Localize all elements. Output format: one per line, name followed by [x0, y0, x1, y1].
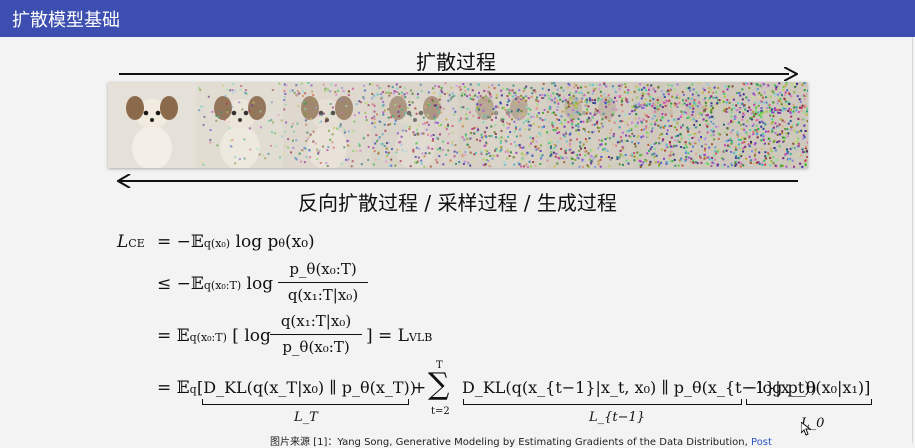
reverse-process-label: 反向扩散过程 / 采样过程 / 生成过程 — [298, 191, 617, 215]
eq-line3-den: p_θ(x₀:T) — [282, 338, 350, 356]
eq-sum: ∑ — [428, 367, 450, 402]
eq-line3-num: q(x₁:T|x₀) — [280, 312, 352, 330]
eq-line3: = 𝔼q(x₀:T) [ log — [157, 326, 271, 346]
eq-line1: = −𝔼q(x₀) log pθ(x₀) — [157, 232, 315, 252]
underbrace — [202, 399, 409, 405]
eq-line2-den: q(x₁:T|x₀) — [287, 286, 359, 304]
divider — [912, 37, 913, 443]
diffusion-image-strip — [108, 82, 808, 168]
eq-line3-end: ] = LVLB — [366, 326, 433, 346]
eq-lce: LCE — [117, 232, 145, 252]
eq-line4-term1: [D_KL(q(x_T|x₀) ∥ p_θ(x_T)) — [197, 378, 416, 397]
forward-arrow — [119, 73, 789, 75]
eq-line4-term2: D_KL(q(x_{t−1}|x_t, x₀) ∥ p_θ(x_{t−1}|x_… — [462, 378, 817, 397]
eq-line4-op: = 𝔼q — [157, 378, 197, 398]
diffusion-frame — [108, 82, 196, 168]
brace-label-lt1: L_{t−1} — [589, 410, 646, 425]
eq-line2: ≤ −𝔼q(x₀:T) log — [157, 274, 274, 294]
title-bar: 扩散模型基础 — [0, 0, 915, 37]
fraction-bar — [278, 282, 368, 283]
mouse-cursor-icon — [801, 422, 811, 436]
eq-line4-plus: + — [412, 378, 427, 398]
arrow-left-icon — [117, 174, 131, 188]
image-caption: 图片来源 [1]：Yang Song, Generative Modeling … — [270, 433, 772, 448]
arrow-right-icon — [784, 67, 798, 81]
eq-line4-term3: −log p_θ(x₀|x₁)] — [744, 378, 871, 397]
diffusion-frame — [458, 82, 546, 168]
eq-sum-bottom: t=2 — [431, 406, 450, 417]
fraction-bar — [270, 334, 362, 335]
diffusion-frame — [195, 82, 283, 168]
diffusion-frame — [370, 82, 458, 168]
eq-line2-num: p_θ(x₀:T) — [289, 260, 357, 278]
diffusion-frame — [720, 82, 808, 168]
brace-label-lt: L_T — [294, 410, 318, 425]
slide-title: 扩散模型基础 — [12, 10, 120, 31]
underbrace — [746, 399, 872, 405]
eq-sum-top: T — [436, 360, 443, 371]
underbrace — [463, 399, 742, 405]
forward-process-label: 扩散过程 — [416, 50, 496, 74]
reverse-arrow — [120, 180, 798, 182]
diffusion-frame — [545, 82, 633, 168]
diffusion-frame — [283, 82, 371, 168]
diffusion-frame — [633, 82, 721, 168]
